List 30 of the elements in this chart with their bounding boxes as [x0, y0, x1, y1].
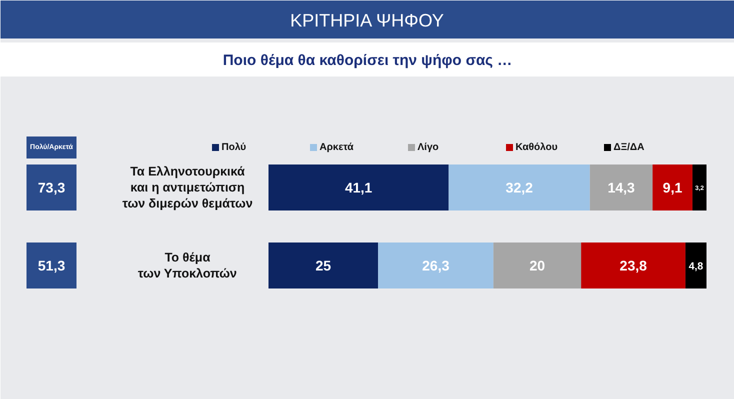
chart-subtitle: Ποιο θέμα θα καθορίσει την ψήφο σας … — [222, 52, 512, 69]
bar — [685, 242, 706, 288]
data-label: 23,8 — [620, 258, 648, 274]
y-tick-label: Τα Ελληνοτουρκικά και η αντιμετώπιση των διμερών θεμάτων — [122, 164, 253, 211]
data-label: 14,3 — [608, 180, 636, 196]
bar — [268, 164, 449, 210]
data-label: 32,2 — [506, 180, 534, 196]
data-label: 4,8 — [688, 262, 704, 272]
bar — [448, 164, 590, 210]
bar — [652, 164, 692, 210]
bar — [581, 242, 686, 288]
bar — [493, 242, 582, 288]
bar — [590, 164, 653, 210]
data-label: 41,1 — [344, 180, 372, 196]
data-label: 25 — [316, 258, 332, 274]
legend-label: Καθόλου — [516, 142, 558, 153]
data-label: 20 — [529, 258, 546, 274]
legend-label: ΔΞ/ΔΑ — [614, 142, 644, 153]
bar — [692, 164, 706, 210]
y-tick-label: Το θέμα των Υποκλοπών — [138, 250, 237, 281]
legend-label: Λίγο — [418, 142, 439, 153]
data-label: 26,3 — [422, 258, 450, 274]
chart-title: ΚΡΙΤΗΡΙΑ ΨΗΦΟΥ — [290, 10, 444, 30]
legend-label: Αρκετά — [320, 142, 354, 153]
bar — [268, 242, 378, 288]
text: 51,3 — [38, 258, 66, 274]
bar — [378, 242, 494, 288]
text: 73,3 — [38, 180, 66, 196]
legend-label: Πολύ — [222, 142, 246, 153]
data-label: 9,1 — [662, 180, 682, 196]
